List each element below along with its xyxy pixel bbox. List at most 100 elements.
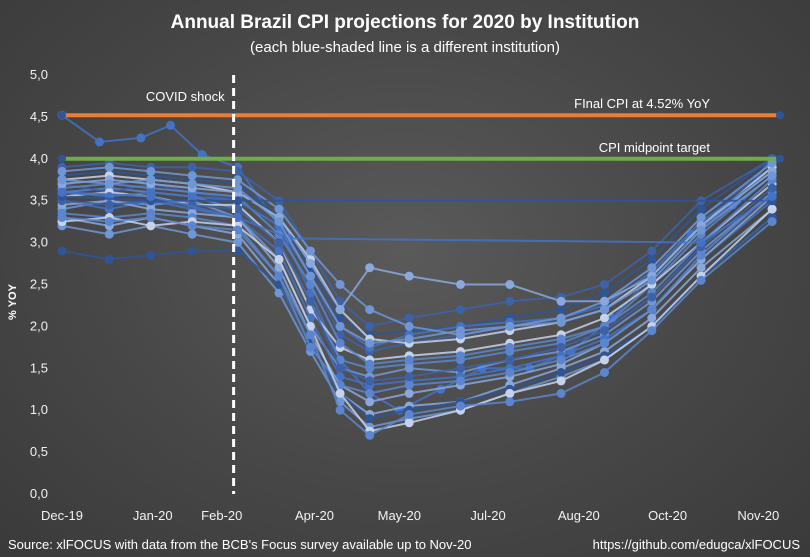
series-line	[61, 191, 773, 244]
chart-title: Annual Brazil CPI projections for 2020 b…	[171, 12, 640, 33]
series-point	[104, 179, 114, 189]
reference-line-end-marker	[776, 154, 784, 163]
series-point	[233, 204, 243, 214]
series-point	[505, 397, 515, 407]
repo-url[interactable]: https://github.com/edugca/xlFOCUS	[593, 537, 801, 552]
series-point	[233, 213, 243, 222]
institution-series	[57, 204, 777, 419]
series-point	[647, 254, 657, 264]
series-point	[187, 229, 197, 239]
series-point	[365, 305, 375, 315]
series-point	[335, 280, 345, 289]
series-point	[233, 246, 243, 256]
series-point	[456, 351, 465, 361]
series-point	[456, 401, 465, 411]
series-point	[274, 204, 284, 214]
reference-line-end-marker	[776, 111, 784, 120]
series-point	[696, 250, 706, 260]
series-point	[647, 246, 657, 256]
series-point	[335, 296, 345, 306]
series-point	[335, 305, 345, 315]
reference-line-label: FInal CPI at 4.52% YoY	[574, 96, 710, 111]
series-point	[556, 355, 566, 365]
series-point	[767, 204, 777, 214]
series-line	[61, 195, 773, 403]
institution-series	[57, 187, 777, 248]
y-tick-label: 4,5	[30, 109, 48, 124]
x-tick-label: Oct-20	[648, 508, 687, 523]
x-tick-label: Apr-20	[295, 508, 334, 523]
series-point	[600, 368, 609, 377]
series-point	[505, 321, 515, 331]
series-point	[335, 313, 345, 323]
series-line	[61, 216, 773, 420]
series-point	[57, 246, 67, 256]
series-layer	[57, 110, 777, 440]
series-point	[600, 338, 609, 348]
series-point	[335, 321, 345, 331]
series-point	[556, 317, 566, 327]
series-point	[146, 250, 156, 260]
series-point	[404, 334, 414, 344]
series-point	[767, 192, 777, 201]
series-point	[146, 175, 156, 185]
series-point	[274, 217, 284, 227]
chart-subtitle: (each blue-shaded line is a different in…	[250, 39, 560, 56]
series-point	[600, 326, 609, 336]
series-point	[365, 338, 375, 348]
series-point	[696, 275, 706, 285]
series-point	[600, 313, 609, 323]
institution-series	[57, 187, 777, 382]
series-point	[696, 238, 706, 248]
x-tick-label: Aug-20	[558, 508, 600, 523]
series-point	[104, 162, 114, 172]
series-point	[647, 292, 657, 302]
series-point	[306, 296, 315, 306]
y-tick-label: 5,0	[30, 67, 48, 82]
series-point	[187, 246, 197, 256]
series-point	[104, 254, 114, 264]
series-point	[187, 171, 197, 181]
source-note: Source: xlFOCUS with data from the BCB's…	[8, 537, 471, 552]
series-point	[306, 271, 315, 281]
series-point	[696, 225, 706, 235]
series-point	[505, 280, 515, 289]
series-point	[696, 213, 706, 222]
series-point	[556, 368, 566, 377]
series-point	[306, 280, 315, 289]
series-point	[57, 213, 67, 222]
series-line	[61, 162, 773, 336]
institution-series	[57, 158, 777, 340]
series-point	[187, 162, 197, 172]
series-point	[57, 166, 67, 176]
series-line	[61, 187, 773, 382]
series-point	[365, 430, 375, 440]
series-point	[365, 359, 375, 369]
series-point	[335, 363, 345, 373]
series-point	[556, 305, 566, 315]
y-tick-label: 0,0	[30, 486, 48, 501]
series-point	[365, 321, 375, 331]
series-point	[365, 376, 375, 386]
series-point	[365, 397, 375, 407]
series-point	[505, 368, 515, 377]
series-point	[404, 271, 414, 281]
series-point	[274, 254, 284, 264]
y-axis: 0,0 0,5 1,0 1,5 2,0 2,5 3,0 3,5 4,0 4,5 5,0	[30, 67, 48, 501]
series-point	[404, 313, 414, 323]
series-line	[61, 170, 773, 349]
series-point	[600, 355, 609, 365]
x-tick-label: Nov-20	[737, 508, 779, 523]
series-point	[146, 213, 156, 222]
x-tick-label: Dec-19	[41, 508, 83, 523]
series-point	[187, 179, 197, 189]
series-point	[233, 196, 243, 206]
y-tick-label: 3,0	[30, 235, 48, 250]
x-axis: Dec-19 Jan-20 Feb-20 Apr-20 May-20 Jul-20 Aug-…	[41, 508, 779, 523]
y-tick-label: 1,5	[30, 360, 48, 375]
series-point	[365, 388, 375, 398]
y-axis-label: % YOY	[7, 283, 19, 320]
series-line	[61, 191, 773, 378]
series-point	[767, 217, 777, 227]
x-tick-label: May-20	[378, 508, 421, 523]
